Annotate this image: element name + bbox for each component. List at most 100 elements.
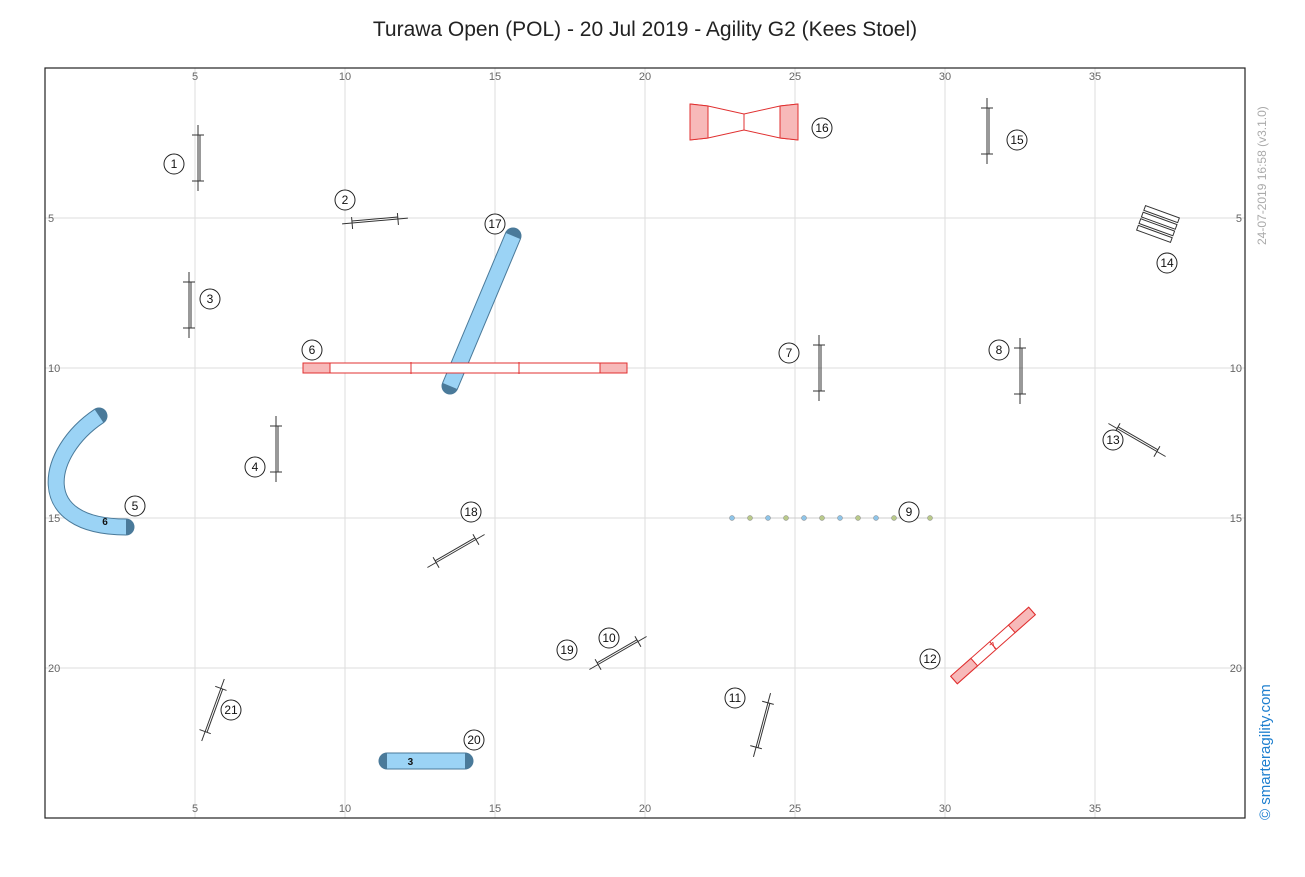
number-text: 9 [906, 505, 913, 519]
number-circle [199, 288, 221, 310]
x-tick-top: 35 [1089, 71, 1101, 83]
dog-walk-contact [302, 362, 331, 374]
x-tick-bottom: 5 [192, 803, 198, 815]
obstacle-number: 10 [598, 627, 620, 649]
jump [981, 98, 993, 164]
obstacle-number: 13 [1102, 429, 1124, 451]
number-text: 13 [1106, 433, 1120, 447]
jump [270, 416, 282, 482]
obstacle-number: 1 [163, 153, 185, 175]
number-text: 20 [467, 733, 481, 747]
tunnel-label: 6 [102, 517, 108, 528]
jump [813, 335, 825, 401]
weave-pole [873, 515, 879, 521]
jump-bar [589, 636, 647, 670]
weave-pole [783, 515, 789, 521]
number-circle [598, 627, 620, 649]
number-circle [220, 699, 242, 721]
jump-wing [634, 636, 642, 647]
number-text: 15 [1010, 133, 1024, 147]
obstacle-number: 11 [724, 687, 746, 709]
tire-spread [1135, 204, 1181, 244]
x-tick-top: 25 [789, 71, 801, 83]
jump-bar [434, 537, 476, 562]
number-circle [778, 342, 800, 364]
chart-title: Turawa Open (POL) - 20 Jul 2019 - Agilit… [372, 18, 918, 41]
obstacle-number: 19 [556, 639, 578, 661]
jump [750, 692, 774, 758]
jump [192, 125, 204, 191]
jump-wing [351, 216, 354, 230]
jump-bar [206, 688, 224, 733]
number-circle [301, 339, 323, 361]
jump-bar [427, 534, 485, 568]
obstacle-number: 3 [199, 288, 221, 310]
dog-walk [302, 362, 628, 374]
jump-bar [201, 678, 225, 742]
a-frame-contact [1007, 606, 1037, 634]
jump-bar [351, 216, 398, 222]
number-circle [988, 339, 1010, 361]
jump-wing [199, 729, 211, 735]
x-tick-top: 30 [939, 71, 951, 83]
y-tick-left: 20 [48, 663, 60, 675]
spread-bar [1140, 211, 1178, 230]
obstacle-number: 16 [811, 117, 833, 139]
a-frame-label: 7 [988, 640, 1000, 652]
number-text: 14 [1160, 256, 1174, 270]
seesaw-contact [689, 103, 709, 141]
jump-wing [432, 557, 440, 568]
jump-wing [472, 534, 480, 545]
jump [589, 636, 647, 670]
number-text: 5 [132, 499, 139, 513]
weave-pole [837, 515, 843, 521]
y-tick-right: 5 [1236, 213, 1242, 225]
spread-bar [1135, 224, 1173, 244]
obstacle-number: 18 [460, 501, 482, 523]
obstacle-number: 14 [1156, 252, 1178, 274]
number-circle [163, 153, 185, 175]
weave-pole [927, 515, 933, 521]
jump [427, 534, 485, 568]
jump-wing [1153, 446, 1161, 457]
a-frame-contact [949, 657, 979, 685]
jump-bar [757, 703, 771, 748]
number-text: 21 [224, 703, 238, 717]
seesaw-contact [779, 103, 799, 141]
number-circle [484, 213, 506, 235]
number-text: 4 [252, 460, 259, 474]
number-circle [1006, 129, 1028, 151]
x-tick-bottom: 20 [639, 803, 651, 815]
number-circle [919, 648, 941, 670]
weave-pole [765, 515, 771, 521]
number-circle [334, 189, 356, 211]
jump-wing [594, 659, 602, 670]
y-tick-left: 5 [48, 213, 54, 225]
number-circle [1156, 252, 1178, 274]
jump-bar [1117, 426, 1159, 451]
weave-pole [855, 515, 861, 521]
y-tick-left: 15 [48, 513, 60, 525]
grid-lines [45, 68, 1245, 818]
obstacle-number: 6 [301, 339, 323, 361]
x-tick-bottom: 25 [789, 803, 801, 815]
jump [1014, 338, 1026, 404]
number-text: 7 [786, 346, 793, 360]
x-tick-top: 20 [639, 71, 651, 83]
y-tick-right: 20 [1230, 663, 1242, 675]
weave-poles [729, 515, 933, 521]
x-tick-bottom: 35 [1089, 803, 1101, 815]
number-text: 12 [923, 652, 937, 666]
x-tick-top: 15 [489, 71, 501, 83]
y-tick-left: 10 [48, 363, 60, 375]
number-circle [460, 501, 482, 523]
number-circle [244, 456, 266, 478]
jump [199, 678, 227, 742]
a-frame-apex [989, 641, 997, 650]
number-circle [463, 729, 485, 751]
number-text: 2 [342, 193, 349, 207]
obstacle-number: 2 [334, 189, 356, 211]
weave-pole [801, 515, 807, 521]
